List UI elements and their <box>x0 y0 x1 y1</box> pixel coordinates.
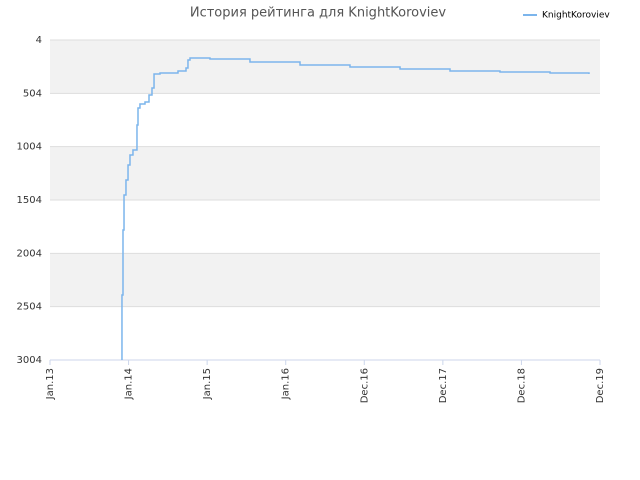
y-tick-label: 1504 <box>17 195 42 206</box>
x-tick-label: Dec.16 <box>359 368 370 403</box>
y-tick-label: 504 <box>23 88 42 99</box>
grid-band <box>50 40 600 94</box>
chart-title: История рейтинга для KnightKoroviev <box>190 6 447 21</box>
y-tick-label: 4 <box>36 35 42 46</box>
y-tick-label: 3004 <box>17 355 42 366</box>
y-tick-label: 2004 <box>17 248 42 259</box>
grid-band <box>50 146 600 200</box>
line-series <box>121 57 590 360</box>
x-tick-label: Jan.13 <box>45 368 56 400</box>
y-tick-label: 1004 <box>17 142 42 153</box>
y-tick-label: 2504 <box>17 302 42 313</box>
grid-band <box>50 253 600 307</box>
x-tick-label: Jan.15 <box>202 368 213 400</box>
x-tick-label: Dec.19 <box>595 368 606 403</box>
x-tick-label: Jan.14 <box>124 368 135 400</box>
x-tick-label: Dec.17 <box>438 368 449 403</box>
x-tick-label: Jan.16 <box>281 368 292 400</box>
x-tick-label: Dec.18 <box>516 368 527 403</box>
legend-label: KnightKoroviev <box>542 11 610 21</box>
